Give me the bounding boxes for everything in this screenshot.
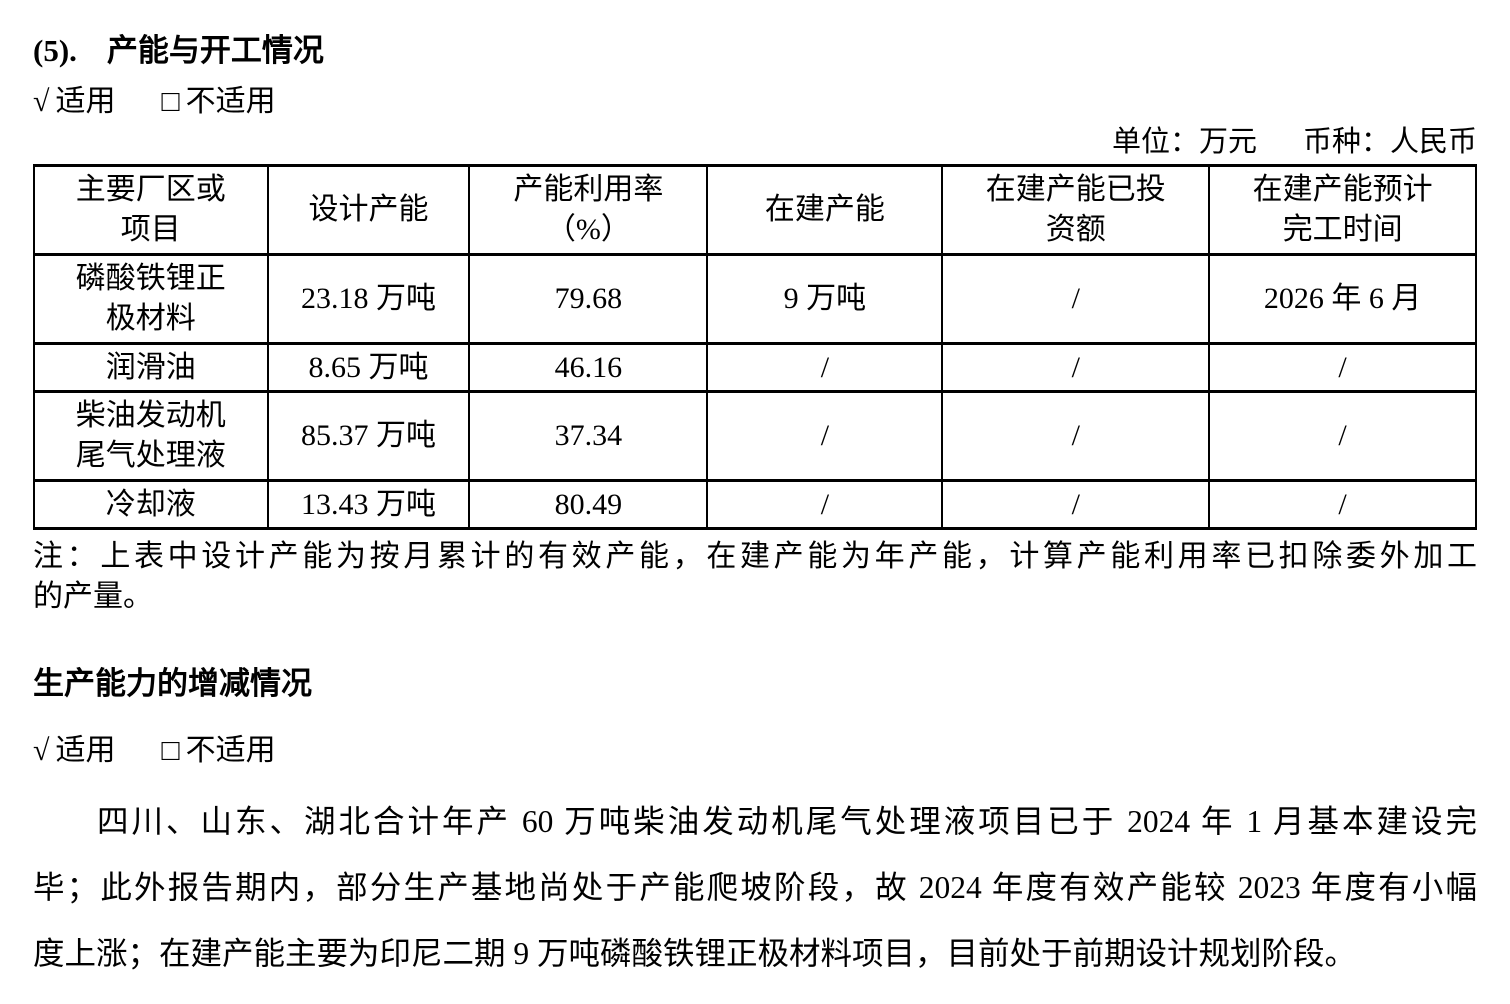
table-header-cell: 在建产能已投 资额 [941, 164, 1211, 256]
table-cell: / [706, 342, 944, 393]
table-cell: 2026 年 6 月 [1208, 253, 1477, 345]
table-header-cell: 主要厂区或 项目 [33, 164, 269, 256]
table-cell: 80.49 [468, 479, 709, 530]
table-cell: 37.34 [468, 390, 709, 482]
table-header-cell: 产能利用率 （%） [468, 164, 709, 256]
applicable-label: 适用 [55, 734, 116, 767]
subsection-title: 生产能力的增减情况 [33, 666, 312, 701]
not-applicable-option: □ 不适用 [161, 85, 275, 118]
paragraph-line: 度上涨；在建产能主要为印尼二期 9 万吨磷酸铁锂正极材料项目，目前处于前期设计规… [33, 936, 1357, 971]
table-cell: 柴油发动机 尾气处理液 [33, 390, 269, 482]
currency-label: 币种：人民币 [1302, 126, 1477, 158]
table-header-cell: 在建产能 [706, 164, 944, 256]
table-cell: 8.65 万吨 [266, 342, 471, 393]
table-row: 冷却液 13.43 万吨 80.49 / / / [33, 479, 1477, 530]
applicability-row: √ 适用 □ 不适用 [33, 82, 1477, 122]
page-title: (5). 产能与开工情况 [33, 32, 1477, 70]
not-applicable-option: □ 不适用 [161, 734, 275, 767]
applicable-label: 适用 [55, 85, 116, 118]
capacity-table: 主要厂区或 项目 设计产能 产能利用率 （%） 在建产能 在建产能已投 资额 在… [33, 164, 1477, 530]
table-row: 柴油发动机 尾气处理液 85.37 万吨 37.34 / / / [33, 390, 1477, 482]
table-cell: 润滑油 [33, 342, 269, 393]
table-header-cell: 设计产能 [266, 164, 471, 256]
table-cell: 85.37 万吨 [266, 390, 471, 482]
table-cell: 9 万吨 [706, 253, 944, 345]
table-cell: / [1208, 479, 1477, 530]
note-line: 注：上表中设计产能为按月累计的有效产能，在建产能为年产能，计算产能利用率已扣除委… [33, 540, 1477, 573]
section-number: (5). [33, 33, 77, 68]
table-cell: / [941, 253, 1211, 345]
note-line: 的产量。 [33, 580, 153, 613]
table-cell: / [706, 479, 944, 530]
table-cell: 13.43 万吨 [266, 479, 471, 530]
table-cell: 磷酸铁锂正 极材料 [33, 253, 269, 345]
not-applicable-label: 不适用 [185, 85, 276, 118]
table-note: 注：上表中设计产能为按月累计的有效产能，在建产能为年产能，计算产能利用率已扣除委… [33, 537, 1477, 617]
table-row: 润滑油 8.65 万吨 46.16 / / / [33, 342, 1477, 393]
capacity-change-paragraph: 四川、山东、湖北合计年产 60 万吨柴油发动机尾气处理液项目已于 2024 年 … [33, 789, 1477, 987]
table-cell: / [941, 479, 1211, 530]
table-cell: 冷却液 [33, 479, 269, 530]
not-applicable-label: 不适用 [185, 734, 276, 767]
table-cell: / [1208, 342, 1477, 393]
applicable-option: √ 适用 [33, 734, 115, 767]
applicability-row: √ 适用 □ 不适用 [33, 731, 1477, 771]
table-cell: / [1208, 390, 1477, 482]
checkbox-icon: □ [161, 85, 180, 118]
unit-label: 单位：万元 [1111, 126, 1257, 158]
paragraph-line: 四川、山东、湖北合计年产 60 万吨柴油发动机尾气处理液项目已于 2024 年 … [97, 804, 1477, 839]
table-cell: / [941, 390, 1211, 482]
checkmark-icon: √ [33, 734, 50, 767]
checkmark-icon: √ [33, 85, 50, 118]
applicable-option: √ 适用 [33, 85, 115, 118]
paragraph-line: 毕；此外报告期内，部分生产基地尚处于产能爬坡阶段，故 2024 年度有效产能较 … [33, 870, 1477, 905]
section-title: 产能与开工情况 [106, 33, 324, 68]
table-cell: 79.68 [468, 253, 709, 345]
checkbox-icon: □ [161, 734, 180, 767]
table-cell: 46.16 [468, 342, 709, 393]
unit-currency-line: 单位：万元 币种：人民币 [33, 124, 1477, 160]
table-header-cell: 在建产能预计 完工时间 [1208, 164, 1477, 256]
table-row: 磷酸铁锂正 极材料 23.18 万吨 79.68 9 万吨 / 2026 年 6… [33, 253, 1477, 345]
table-cell: / [706, 390, 944, 482]
table-header-row: 主要厂区或 项目 设计产能 产能利用率 （%） 在建产能 在建产能已投 资额 在… [33, 164, 1477, 256]
table-cell: 23.18 万吨 [266, 253, 471, 345]
table-cell: / [941, 342, 1211, 393]
